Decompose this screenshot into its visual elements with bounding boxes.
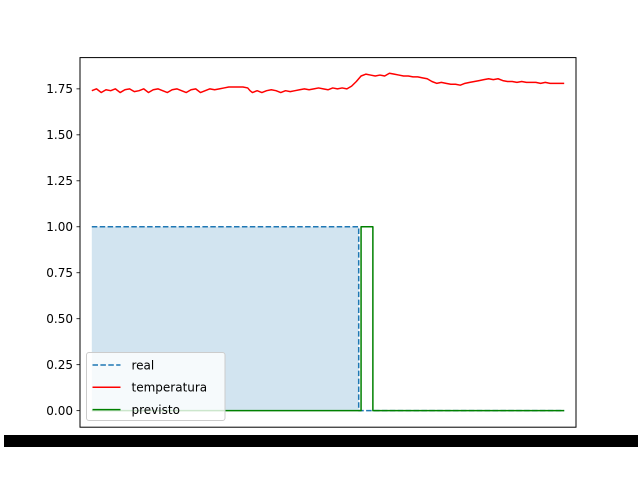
y-tick-label: 0.50 <box>46 312 73 326</box>
y-tick-label: 1.75 <box>46 82 73 96</box>
y-tick-label: 1.50 <box>46 128 73 142</box>
legend-label-temperatura: temperatura <box>132 381 208 395</box>
y-tick-label: 0.75 <box>46 266 73 280</box>
x-axis-tick-labels <box>4 435 638 447</box>
x-tick-label-overlap-band <box>4 435 638 447</box>
y-tick-label: 1.00 <box>46 220 73 234</box>
plot-frame <box>79 57 577 428</box>
series-line-previsto <box>91 226 565 412</box>
legend-box <box>86 352 226 421</box>
series-line-temperatura <box>91 72 565 94</box>
legend-label-real: real <box>132 358 155 372</box>
y-tick-label: 0.25 <box>46 358 73 372</box>
legend: real temperatura previsto <box>86 352 226 421</box>
legend-label-previsto: previsto <box>132 403 180 417</box>
y-axis: 0.00 0.25 0.50 0.75 1.00 1.25 1.50 1.75 <box>46 82 80 418</box>
y-tick-label: 1.25 <box>46 174 73 188</box>
y-tick-label: 0.00 <box>46 404 73 418</box>
